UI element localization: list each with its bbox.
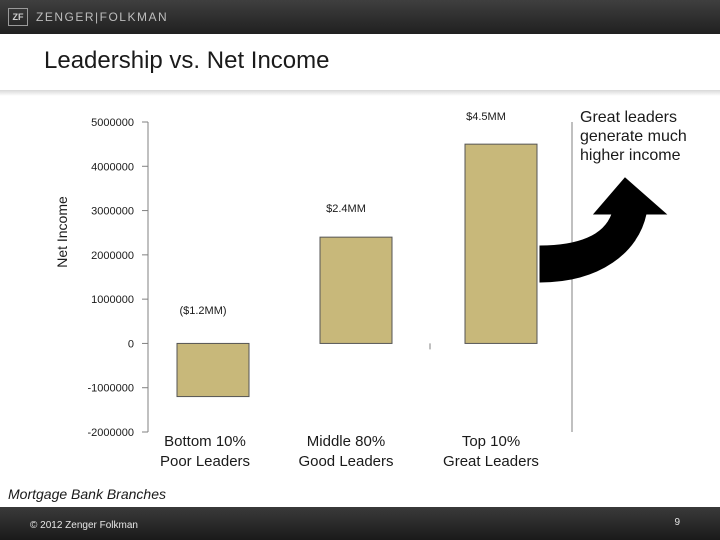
data-label: $4.5MM xyxy=(466,111,506,123)
category-label: Middle 80% xyxy=(307,433,385,450)
y-axis-label: Net Income xyxy=(54,196,70,268)
callout-arrow xyxy=(539,177,668,283)
callout-text: Great leaders generate much higher incom… xyxy=(580,109,687,164)
company-logo: ZF ZENGER|FOLKMAN xyxy=(8,8,168,26)
y-tick-label: -2000000 xyxy=(88,427,135,439)
logo-mark: ZF xyxy=(8,8,28,26)
footer-bar: © 2012 Zenger Folkman 9 xyxy=(0,507,720,540)
page-number: 9 xyxy=(674,517,680,528)
y-tick-label: -1000000 xyxy=(88,383,135,395)
logo-text: ZENGER|FOLKMAN xyxy=(36,10,169,24)
category-label: Bottom 10% xyxy=(164,433,246,450)
category-label: Great Leaders xyxy=(443,453,539,470)
category-label: Good Leaders xyxy=(298,453,393,470)
top-banner: ZF ZENGER|FOLKMAN xyxy=(0,0,720,34)
data-label: $2.4MM xyxy=(326,203,366,215)
y-tick-label: 1000000 xyxy=(91,294,134,306)
y-tick-label: 5000000 xyxy=(91,117,134,129)
bar xyxy=(464,143,538,344)
slide-title: Leadership vs. Net Income xyxy=(44,47,330,74)
y-tick-label: 2000000 xyxy=(91,250,134,262)
category-label: Top 10% xyxy=(462,433,520,450)
bar xyxy=(176,342,250,398)
plot-area: 5000000 4000000 3000000 2000000 1000000 0 -100… xyxy=(54,111,668,470)
title-divider xyxy=(0,90,720,96)
y-tick-label: 0 xyxy=(128,338,134,350)
y-tick-label: 4000000 xyxy=(91,161,134,173)
bar xyxy=(319,236,393,344)
y-tick-label: 3000000 xyxy=(91,206,134,218)
copyright-text: © 2012 Zenger Folkman xyxy=(30,520,138,531)
category-label: Poor Leaders xyxy=(160,453,250,470)
data-label: ($1.2MM) xyxy=(179,305,226,317)
source-note: Mortgage Bank Branches xyxy=(8,486,166,502)
